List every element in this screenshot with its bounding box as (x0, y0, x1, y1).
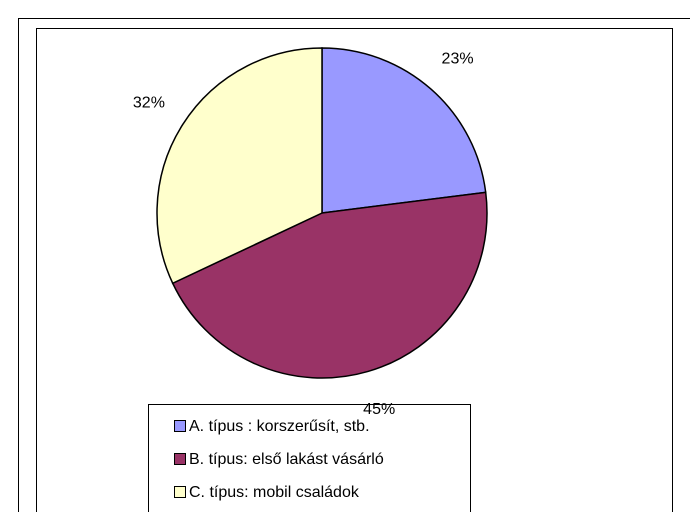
data-label: 23% (442, 50, 474, 67)
pie-slice (171, 191, 488, 379)
legend-swatch (174, 486, 186, 498)
data-label: 32% (133, 94, 165, 111)
legend-label: C. típus: mobil családok (189, 484, 360, 501)
pie-slice (156, 47, 323, 285)
legend-box (148, 404, 471, 512)
pie-slice (321, 47, 487, 214)
legend-label: B. típus: első lakást vásárló (189, 451, 384, 468)
data-label: 45% (363, 401, 395, 418)
legend-label: A. típus : korszerűsít, stb. (189, 418, 370, 435)
legend-swatch (174, 420, 186, 432)
legend-swatch (174, 453, 186, 465)
